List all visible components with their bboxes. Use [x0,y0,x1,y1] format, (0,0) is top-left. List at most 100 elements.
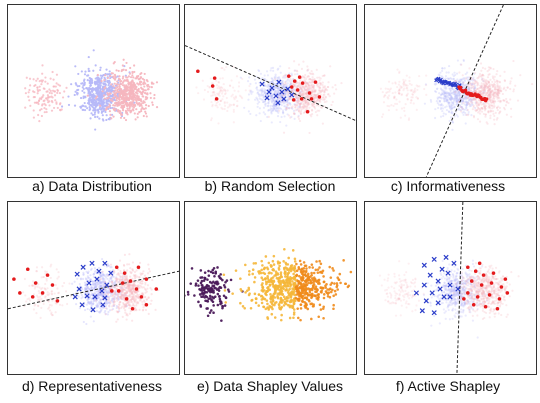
data-point [287,91,290,94]
data-point [243,106,246,109]
data-point [503,99,506,102]
data-point [471,103,474,107]
data-point [484,85,488,88]
data-point [37,113,40,117]
data-point [277,91,280,94]
data-point [54,85,57,88]
data-point [313,89,317,92]
data-point [91,283,94,286]
data-point [481,84,484,87]
data-point [499,90,502,93]
data-point [439,115,443,118]
data-point [52,85,55,88]
data-point [150,81,154,84]
data-point [31,284,34,287]
data-point [460,106,463,109]
data-point [312,88,315,91]
data-point [288,83,292,86]
data-point [124,305,127,308]
data-point [220,106,223,109]
data-point [298,119,302,123]
data-point [110,280,113,283]
data-point [340,82,343,85]
data-point [113,300,116,303]
data-point [75,291,78,294]
data-point [132,81,136,85]
data-point [110,89,113,92]
data-point [270,121,273,124]
data-point [279,65,282,68]
data-point [436,97,439,100]
data-point [116,294,120,298]
data-point [116,311,120,314]
data-point [464,95,467,98]
data-point [302,86,306,90]
data-point [288,98,291,101]
data-point [142,114,145,118]
data-point [477,111,480,114]
data-point [85,270,88,273]
data-point [474,108,477,112]
data-point [454,99,458,102]
data-point [307,96,310,99]
data-point [94,285,98,289]
data-point [140,87,144,90]
data-point [490,101,494,104]
data-point [487,106,490,109]
data-point [217,80,220,83]
data-point [450,86,453,90]
data-point [299,102,302,106]
data-point [103,311,106,314]
data-point [300,92,304,95]
data-point [199,281,203,285]
data-point [128,289,132,293]
data-point [438,99,441,103]
data-point [299,86,302,89]
data-point [101,283,104,286]
data-point [457,92,460,95]
data-point [476,108,479,112]
data-point [477,82,480,85]
data-point [217,92,220,95]
data-point [491,101,495,104]
data-point [56,287,59,290]
data-point [407,117,411,120]
data-point [272,98,275,101]
data-point [119,297,123,300]
data-point [455,91,458,95]
data-point [461,83,464,86]
data-point [262,100,265,104]
data-point [463,96,466,99]
data-point [296,96,299,99]
data-point [303,110,306,114]
data-point [30,295,35,299]
data-point [478,102,482,105]
data-point [301,106,304,109]
data-point [84,287,87,290]
data-point [141,272,144,275]
data-point [104,290,107,293]
data-point [489,95,492,98]
data-point [322,94,325,97]
data-point [82,87,85,91]
data-point [116,278,119,281]
data-point [494,93,498,96]
data-point [443,85,446,88]
data-point [483,88,486,91]
data-point [447,92,451,95]
data-point [115,99,118,102]
data-point [436,87,439,90]
data-point [323,91,326,94]
data-point [314,89,317,92]
data-point [136,88,139,91]
data-point [479,62,483,65]
data-point [470,84,473,87]
data-point [144,288,147,292]
data-point [295,108,299,111]
data-point [127,283,130,286]
data-point [121,289,124,292]
data-point [393,96,396,99]
data-point [294,95,297,98]
data-point [448,105,451,108]
data-point [314,96,317,99]
